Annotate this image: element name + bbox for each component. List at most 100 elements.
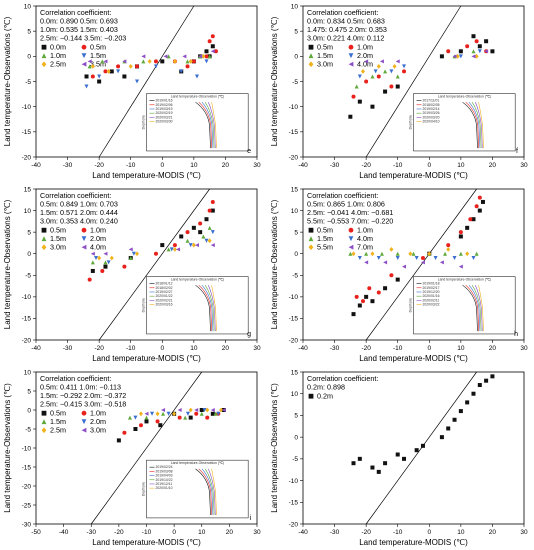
data-point xyxy=(439,435,444,440)
data-point xyxy=(471,256,476,261)
one-to-one-line xyxy=(365,371,477,525)
inset-profile-curve xyxy=(198,284,213,332)
inset-title: Land temperature-Observation (℃) xyxy=(171,461,224,465)
y-tick-label: -15 xyxy=(22,129,32,136)
x-tick-label: -10 xyxy=(393,162,403,169)
data-point xyxy=(383,89,388,94)
x-tick-label: 30 xyxy=(520,162,528,169)
data-point xyxy=(351,312,356,317)
series-7.0m xyxy=(364,260,463,269)
data-point xyxy=(379,251,384,256)
series-1.5m xyxy=(348,251,479,256)
x-tick-label: -40 xyxy=(59,529,69,536)
data-point xyxy=(198,230,203,235)
data-point xyxy=(179,69,184,74)
x-tick-label: -20 xyxy=(94,162,104,169)
data-point xyxy=(177,415,182,420)
x-tick-label: 0 xyxy=(172,529,176,536)
data-point xyxy=(207,225,212,230)
data-point xyxy=(131,251,136,256)
correlation-line: 3.0m: 0.353 4.0m: 0.240 xyxy=(40,217,118,226)
legend-marker xyxy=(308,236,314,242)
data-point xyxy=(414,448,419,453)
y-tick-label: -5 xyxy=(25,273,31,280)
inset-profile-curve xyxy=(478,285,484,332)
legend-label: 1.0m xyxy=(357,43,373,52)
x-tick-label: -20 xyxy=(114,529,124,536)
legend-marker xyxy=(308,53,314,59)
data-point xyxy=(106,69,111,74)
x-tick-label: -40 xyxy=(31,162,41,169)
legend-label: 5.5m xyxy=(317,243,333,252)
data-point xyxy=(389,84,394,89)
series-1.5m xyxy=(90,225,212,265)
series-1.0m xyxy=(351,39,489,99)
data-point xyxy=(402,456,407,461)
data-point xyxy=(471,391,476,396)
data-point xyxy=(194,411,199,416)
data-point xyxy=(166,411,171,416)
data-point xyxy=(458,230,463,235)
data-point xyxy=(90,251,95,256)
data-point xyxy=(458,49,463,54)
data-point xyxy=(351,94,356,99)
legend-label: 1.0m xyxy=(90,409,106,418)
data-point xyxy=(411,251,416,256)
data-point xyxy=(207,208,212,213)
inset-profile-curve xyxy=(195,284,211,332)
data-point xyxy=(471,217,476,222)
legend-marker xyxy=(348,61,354,67)
legend-marker xyxy=(81,44,87,50)
data-point xyxy=(477,44,482,49)
x-tick-label: -10 xyxy=(393,345,403,352)
legend-marker xyxy=(81,419,87,425)
x-axis-title: Land temperature-MODIS (℃) xyxy=(92,538,201,547)
data-point xyxy=(204,238,209,243)
y-tick-label: -15 xyxy=(22,464,32,471)
inset-legend-label: 2020/03/30 xyxy=(156,120,173,124)
correlation-line: 1.475: 0.475 2.0m: 0.353 xyxy=(307,25,387,34)
y-axis-title: Land temperature-Observations (℃) xyxy=(270,199,279,329)
x-tick-label: 10 xyxy=(457,345,465,352)
data-point xyxy=(446,49,451,54)
data-point xyxy=(221,408,226,412)
series-2.5m xyxy=(90,53,206,74)
data-point xyxy=(185,64,190,69)
inset-plot: Land temperature-Observation (℃) Depth(m)… xyxy=(142,93,249,152)
legend-marker xyxy=(308,244,314,251)
inset-legend-label: 2019/03/08 xyxy=(156,469,173,473)
data-point xyxy=(207,54,212,59)
inset-frame xyxy=(146,459,249,519)
inset-title: Land temperature-Observation (℃) xyxy=(171,278,224,282)
data-point xyxy=(198,221,203,226)
inset-legend-label: 2020/04/10 xyxy=(423,120,440,124)
inset-title: Land temperature-Observation (℃) xyxy=(438,278,491,282)
x-tick-label: -30 xyxy=(330,162,340,169)
inset-profile-curve xyxy=(462,284,478,332)
inset-legend-label: 2019/01/16 xyxy=(156,99,173,103)
correlation-line: 5.5m: −0.553 7.0m: −0.220 xyxy=(307,217,393,226)
one-to-one-line xyxy=(98,188,210,341)
data-point xyxy=(213,49,218,54)
data-point xyxy=(364,79,369,84)
y-tick-label: 0 xyxy=(294,54,298,61)
legend-label: 0.2m xyxy=(317,392,333,401)
data-point xyxy=(465,400,470,405)
legend-marker xyxy=(41,44,47,50)
data-point xyxy=(439,260,444,265)
data-point xyxy=(484,39,489,44)
data-point xyxy=(182,54,187,59)
data-point xyxy=(90,268,95,273)
inset-ylabel: Depth(m) xyxy=(142,298,146,312)
x-tick-label: -10 xyxy=(393,529,403,536)
data-point xyxy=(354,84,359,89)
data-point xyxy=(100,59,105,64)
inset-legend-label: 2019/03/19 xyxy=(156,107,173,111)
x-tick-label: 20 xyxy=(222,345,230,352)
y-axis-title: Land temperature-Observations (℃) xyxy=(3,16,12,146)
inset-profile-curve xyxy=(468,101,481,149)
x-tick-label: -30 xyxy=(63,162,73,169)
series-3.0m xyxy=(97,238,212,261)
data-point xyxy=(474,251,479,256)
x-tick-label: 10 xyxy=(457,529,465,536)
